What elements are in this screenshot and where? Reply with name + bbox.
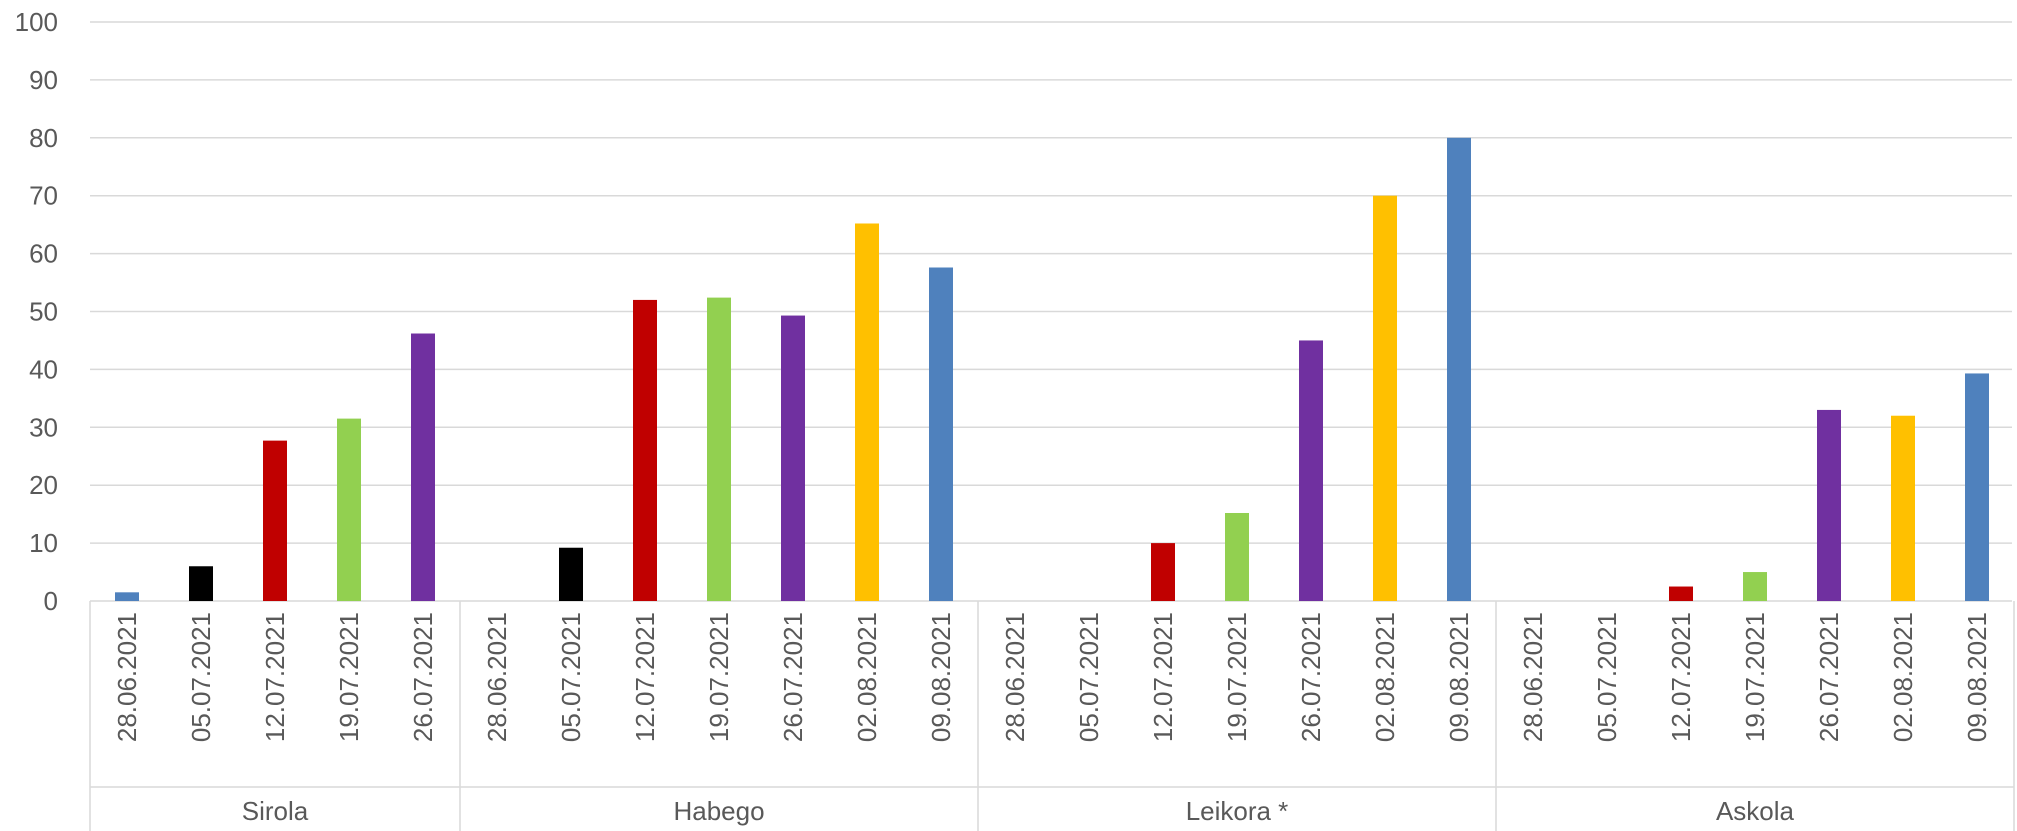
x-tick-label: 19.07.2021 <box>1222 612 1252 742</box>
y-tick-label: 60 <box>29 239 58 269</box>
y-tick-label: 80 <box>29 123 58 153</box>
group-label: Habego <box>673 796 764 826</box>
y-tick-label: 40 <box>29 354 58 384</box>
y-tick-label: 50 <box>29 297 58 327</box>
bar <box>1151 543 1175 601</box>
x-axis-labels: 28.06.2021 05.07.2021 12.07.2021 19.07.2021… <box>112 612 1992 826</box>
y-tick-label: 30 <box>29 412 58 442</box>
bar <box>633 299 657 601</box>
group-label: Leikora * <box>1186 796 1289 826</box>
x-tick-label: 19.07.2021 <box>1740 612 1770 742</box>
bar <box>1817 409 1841 601</box>
bar <box>263 440 287 601</box>
bar <box>1965 373 1989 601</box>
y-tick-label: 0 <box>44 586 58 616</box>
y-axis: 0 10 20 30 40 50 60 70 80 90 100 <box>15 7 58 616</box>
x-tick-label: 26.07.2021 <box>1296 612 1326 742</box>
bar <box>1891 415 1915 601</box>
bar <box>1299 340 1323 601</box>
bar <box>1373 195 1397 601</box>
x-tick-label: 05.07.2021 <box>1592 612 1622 742</box>
bar <box>115 592 139 601</box>
y-tick-label: 10 <box>29 528 58 558</box>
x-tick-label: 12.07.2021 <box>260 612 290 742</box>
x-tick-label: 02.08.2021 <box>1370 612 1400 742</box>
x-tick-label: 26.07.2021 <box>778 612 808 742</box>
x-tick-label: 05.07.2021 <box>556 612 586 742</box>
x-tick-label: 09.08.2021 <box>926 612 956 742</box>
bar <box>559 547 583 601</box>
x-tick-label: 28.06.2021 <box>1518 612 1548 742</box>
group-label: Sirola <box>242 796 309 826</box>
x-tick-label: 28.06.2021 <box>1000 612 1030 742</box>
bar <box>411 333 435 601</box>
bar <box>189 566 213 601</box>
group-label: Askola <box>1716 796 1795 826</box>
x-tick-label: 12.07.2021 <box>1148 612 1178 742</box>
x-tick-label: 02.08.2021 <box>852 612 882 742</box>
x-tick-label: 26.07.2021 <box>1814 612 1844 742</box>
gridlines <box>90 21 2012 544</box>
bar <box>1447 137 1471 602</box>
bar <box>1225 512 1249 601</box>
bar <box>855 223 879 601</box>
bar <box>1669 586 1693 601</box>
y-tick-label: 90 <box>29 65 58 95</box>
bar <box>781 315 805 601</box>
x-tick-label: 09.08.2021 <box>1962 612 1992 742</box>
x-tick-label: 02.08.2021 <box>1888 612 1918 742</box>
bar <box>1743 572 1767 601</box>
bar <box>929 267 953 601</box>
bars <box>115 137 1989 602</box>
x-tick-label: 05.07.2021 <box>1074 612 1104 742</box>
x-tick-label: 28.06.2021 <box>482 612 512 742</box>
bar <box>707 297 731 601</box>
group-separators <box>89 601 2015 831</box>
bar <box>337 418 361 601</box>
y-tick-label: 20 <box>29 470 58 500</box>
x-tick-label: 19.07.2021 <box>704 612 734 742</box>
x-tick-label: 09.08.2021 <box>1444 612 1474 742</box>
x-tick-label: 05.07.2021 <box>186 612 216 742</box>
y-tick-label: 100 <box>15 7 58 37</box>
x-tick-label: 26.07.2021 <box>408 612 438 742</box>
x-tick-label: 12.07.2021 <box>630 612 660 742</box>
x-tick-label: 12.07.2021 <box>1666 612 1696 742</box>
x-tick-label: 28.06.2021 <box>112 612 142 742</box>
y-tick-label: 70 <box>29 181 58 211</box>
x-tick-label: 19.07.2021 <box>334 612 364 742</box>
